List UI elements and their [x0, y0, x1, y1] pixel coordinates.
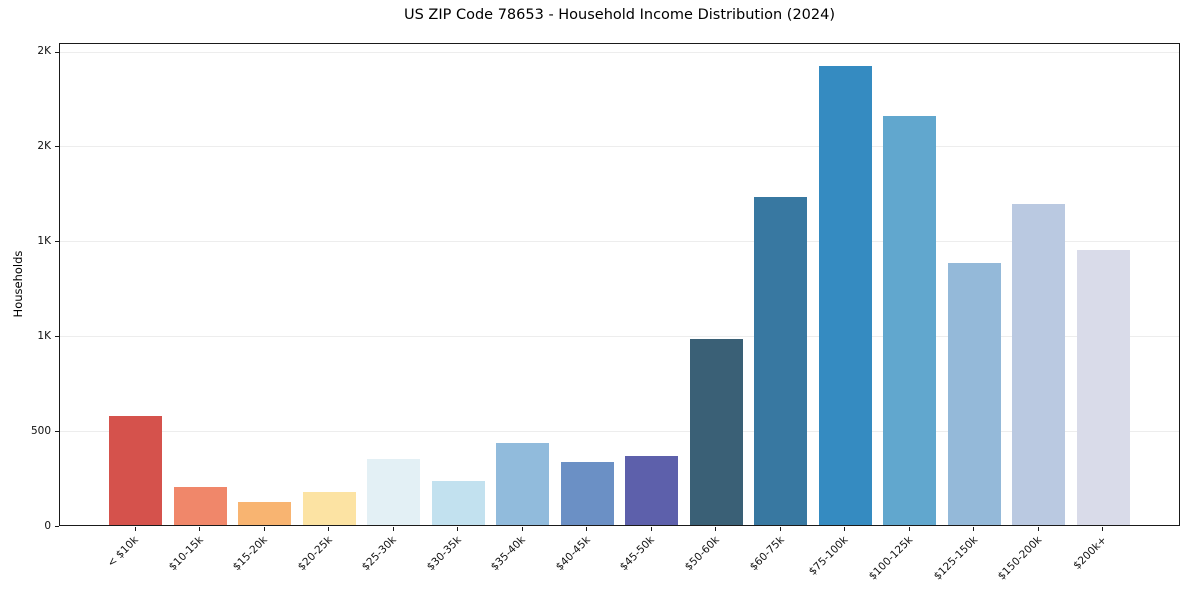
y-tick-label: 2K: [37, 139, 51, 152]
bar: [818, 65, 872, 525]
bar: [560, 462, 614, 525]
x-tick-label: $125-150k: [931, 534, 980, 583]
x-tick-label: $60-75k: [747, 534, 787, 574]
y-tick-mark: [55, 336, 59, 338]
y-tick-mark: [55, 51, 59, 53]
gridline: [60, 336, 1179, 338]
x-tick-label: $10-15k: [166, 534, 206, 574]
bar: [302, 491, 356, 525]
y-tick-label: 0: [44, 519, 51, 532]
bar: [947, 263, 1001, 525]
x-tick-mark: [715, 527, 717, 531]
x-tick-mark: [134, 527, 136, 531]
gridline: [60, 241, 1179, 243]
x-tick-mark: [1037, 527, 1039, 531]
bar: [496, 443, 550, 525]
bar: [1076, 249, 1130, 525]
x-tick-mark: [779, 527, 781, 531]
x-tick-mark: [650, 527, 652, 531]
bar: [883, 116, 937, 525]
x-tick-label: $200k+: [1071, 534, 1109, 572]
gridline: [60, 146, 1179, 148]
y-tick-mark: [55, 241, 59, 243]
y-tick-mark: [55, 526, 59, 527]
bar: [367, 458, 421, 525]
x-tick-label: $45-50k: [618, 534, 658, 574]
bar: [173, 487, 227, 525]
bar: [625, 455, 679, 525]
x-tick-label: $100-125k: [866, 534, 916, 583]
x-tick-mark: [199, 527, 201, 531]
chart-title: US ZIP Code 78653 - Household Income Dis…: [403, 7, 836, 23]
x-tick-label: $75-100k: [807, 534, 851, 578]
x-tick-label: $35-40k: [489, 534, 529, 574]
x-tick-label: $20-25k: [295, 534, 335, 574]
x-tick-mark: [457, 527, 459, 531]
bar: [1012, 204, 1066, 525]
bar: [754, 196, 808, 525]
x-tick-label: $150-200k: [995, 534, 1045, 583]
x-tick-label: $30-35k: [424, 534, 464, 574]
y-tick-label: 2K: [37, 45, 51, 58]
gridline: [60, 51, 1179, 53]
x-tick-mark: [328, 527, 330, 531]
x-tick-mark: [586, 527, 588, 531]
x-tick-label: $15-20k: [230, 534, 271, 574]
bar: [109, 415, 162, 525]
y-tick-mark: [55, 146, 59, 148]
x-tick-mark: [263, 527, 265, 531]
y-tick-label: 1K: [37, 329, 51, 342]
plot-area: [59, 43, 1180, 526]
bar: [689, 339, 743, 525]
x-tick-label: $40-45k: [553, 534, 593, 574]
x-tick-label: $50-60k: [682, 534, 722, 574]
y-axis-title: Households: [11, 250, 25, 318]
y-tick-label: 1K: [37, 234, 51, 247]
x-tick-label: $25-30k: [360, 534, 400, 574]
x-tick-mark: [392, 527, 394, 531]
x-tick-mark: [1102, 527, 1104, 531]
bar: [238, 502, 292, 525]
x-tick-mark: [521, 527, 523, 531]
x-tick-label: < $10k: [105, 534, 141, 570]
gridline: [60, 431, 1179, 433]
y-tick-label: 500: [30, 424, 51, 437]
bar: [431, 481, 485, 525]
x-tick-mark: [908, 527, 910, 531]
x-tick-mark: [973, 527, 975, 531]
x-tick-mark: [844, 527, 846, 531]
y-tick-mark: [55, 431, 59, 433]
